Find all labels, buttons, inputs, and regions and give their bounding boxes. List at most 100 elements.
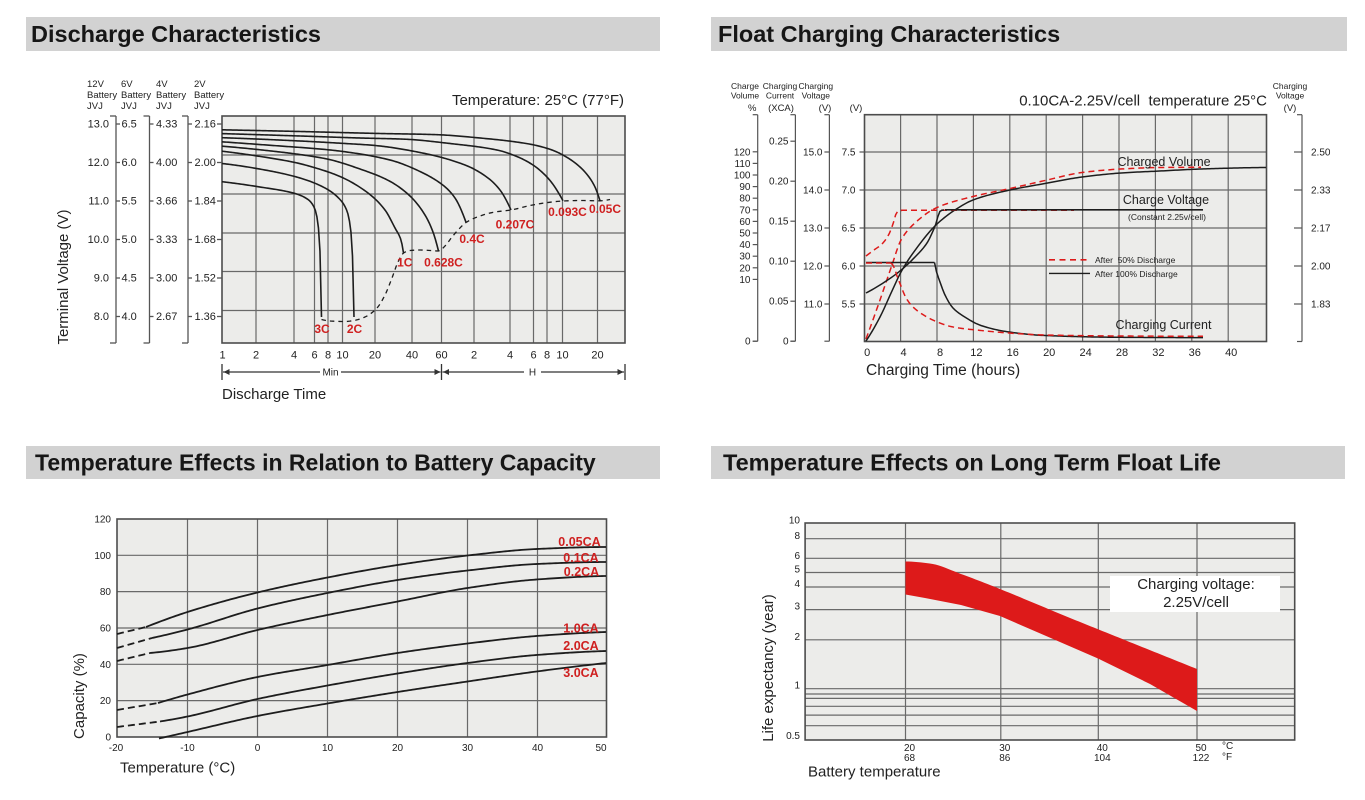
- svg-text:5.5: 5.5: [842, 300, 856, 311]
- svg-text:H: H: [529, 368, 536, 379]
- svg-text:8.0: 8.0: [94, 311, 109, 323]
- svg-text:Voltage: Voltage: [1276, 91, 1305, 101]
- svg-text:3.0CA: 3.0CA: [563, 666, 598, 680]
- svg-text:JVJ: JVJ: [121, 101, 137, 112]
- svg-text:0.25: 0.25: [769, 137, 789, 148]
- svg-text:3.00: 3.00: [156, 273, 177, 285]
- svg-text:2.25V/cell: 2.25V/cell: [1163, 594, 1229, 611]
- svg-text:Min: Min: [322, 368, 338, 379]
- svg-text:20: 20: [392, 743, 404, 754]
- svg-text:6: 6: [794, 551, 800, 562]
- svg-text:2.00: 2.00: [1311, 262, 1331, 273]
- svg-text:122: 122: [1193, 753, 1210, 764]
- svg-text:6: 6: [311, 350, 317, 362]
- svg-text:12.0: 12.0: [803, 262, 823, 273]
- svg-text:20: 20: [591, 350, 603, 362]
- svg-text:20: 20: [100, 696, 112, 707]
- svg-text:3.66: 3.66: [156, 196, 177, 208]
- svg-text:12.0: 12.0: [88, 157, 109, 169]
- svg-text:15.0: 15.0: [803, 148, 823, 159]
- svg-text:4.0: 4.0: [122, 311, 137, 323]
- svg-text:0: 0: [783, 337, 789, 348]
- svg-text:JVJ: JVJ: [156, 101, 172, 112]
- svg-text:4: 4: [901, 347, 907, 359]
- svg-text:°C: °C: [1222, 741, 1233, 752]
- svg-text:14.0: 14.0: [803, 186, 823, 197]
- svg-text:Charged Volume: Charged Volume: [1117, 155, 1210, 169]
- svg-text:(V): (V): [1284, 103, 1297, 114]
- svg-text:2.17: 2.17: [1311, 224, 1331, 235]
- svg-text:68: 68: [904, 753, 916, 764]
- svg-text:3.33: 3.33: [156, 234, 177, 246]
- svg-text:120: 120: [734, 147, 751, 158]
- svg-text:30: 30: [739, 252, 751, 263]
- svg-text:Charging Time (hours): Charging Time (hours): [866, 362, 1020, 379]
- svg-text:2.33: 2.33: [1311, 186, 1331, 197]
- svg-text:6: 6: [530, 350, 536, 362]
- svg-text:2C: 2C: [347, 322, 363, 336]
- svg-text:60: 60: [435, 350, 447, 362]
- svg-text:Discharge Characteristics: Discharge Characteristics: [31, 21, 321, 47]
- svg-text:1: 1: [219, 350, 225, 362]
- svg-text:6.0: 6.0: [842, 262, 856, 273]
- svg-text:0: 0: [105, 733, 111, 744]
- svg-text:7.5: 7.5: [842, 148, 856, 159]
- svg-text:Temperature (°C): Temperature (°C): [120, 760, 235, 777]
- svg-text:11.0: 11.0: [88, 196, 109, 208]
- svg-text:Battery: Battery: [121, 90, 151, 101]
- svg-text:10: 10: [336, 350, 348, 362]
- svg-text:Charging: Charging: [1273, 81, 1308, 91]
- svg-text:40: 40: [406, 350, 418, 362]
- svg-text:6.0: 6.0: [122, 157, 137, 169]
- svg-text:Charge Voltage: Charge Voltage: [1123, 193, 1209, 207]
- svg-text:90: 90: [739, 182, 751, 193]
- svg-text:10: 10: [556, 350, 568, 362]
- svg-text:4: 4: [507, 350, 513, 362]
- svg-text:Current: Current: [766, 91, 795, 101]
- svg-text:Charge: Charge: [731, 81, 759, 91]
- svg-text:°F: °F: [1222, 752, 1232, 763]
- svg-text:11.0: 11.0: [804, 300, 823, 311]
- svg-text:9.0: 9.0: [94, 273, 109, 285]
- svg-text:Terminal Voltage (V): Terminal Voltage (V): [55, 209, 72, 344]
- svg-text:4: 4: [794, 579, 800, 590]
- svg-text:Battery temperature: Battery temperature: [808, 764, 941, 781]
- svg-text:1.68: 1.68: [195, 234, 216, 246]
- svg-text:20: 20: [739, 263, 751, 274]
- svg-text:Temperature Effects in Relatio: Temperature Effects in Relation to Batte…: [35, 450, 596, 476]
- svg-text:JVJ: JVJ: [87, 101, 103, 112]
- svg-text:36: 36: [1189, 347, 1201, 359]
- svg-text:1.52: 1.52: [195, 273, 216, 285]
- svg-text:20: 20: [904, 743, 916, 754]
- svg-text:0.2CA: 0.2CA: [564, 565, 599, 579]
- svg-text:8: 8: [325, 350, 331, 362]
- svg-text:(V): (V): [850, 103, 863, 114]
- svg-text:32: 32: [1152, 347, 1164, 359]
- svg-text:12: 12: [970, 347, 982, 359]
- svg-text:0.20: 0.20: [769, 177, 789, 188]
- svg-text:0.15: 0.15: [769, 217, 789, 228]
- svg-text:0: 0: [864, 347, 870, 359]
- svg-text:5: 5: [794, 565, 800, 576]
- svg-text:50: 50: [1195, 743, 1207, 754]
- svg-text:100: 100: [734, 171, 751, 182]
- svg-text:1C: 1C: [397, 256, 413, 270]
- svg-text:40: 40: [100, 660, 112, 671]
- svg-text:40: 40: [1225, 347, 1237, 359]
- svg-text:40: 40: [532, 743, 544, 754]
- svg-text:Temperature: 25°C (77°F): Temperature: 25°C (77°F): [452, 92, 624, 109]
- svg-text:2: 2: [794, 632, 800, 643]
- svg-text:0: 0: [745, 337, 751, 348]
- svg-text:0.10: 0.10: [769, 257, 789, 268]
- svg-text:4: 4: [291, 350, 297, 362]
- svg-text:6.5: 6.5: [842, 224, 856, 235]
- svg-text:Charging: Charging: [763, 81, 798, 91]
- svg-text:2V: 2V: [194, 79, 206, 90]
- svg-text:1.36: 1.36: [195, 311, 216, 323]
- svg-text:-20: -20: [109, 743, 124, 754]
- svg-text:0.05CA: 0.05CA: [558, 535, 600, 549]
- svg-text:After 50% Discharge: After 50% Discharge: [1095, 255, 1176, 265]
- svg-text:28: 28: [1116, 347, 1128, 359]
- svg-text:1.84: 1.84: [195, 196, 216, 208]
- svg-text:After 100% Discharge: After 100% Discharge: [1095, 269, 1178, 279]
